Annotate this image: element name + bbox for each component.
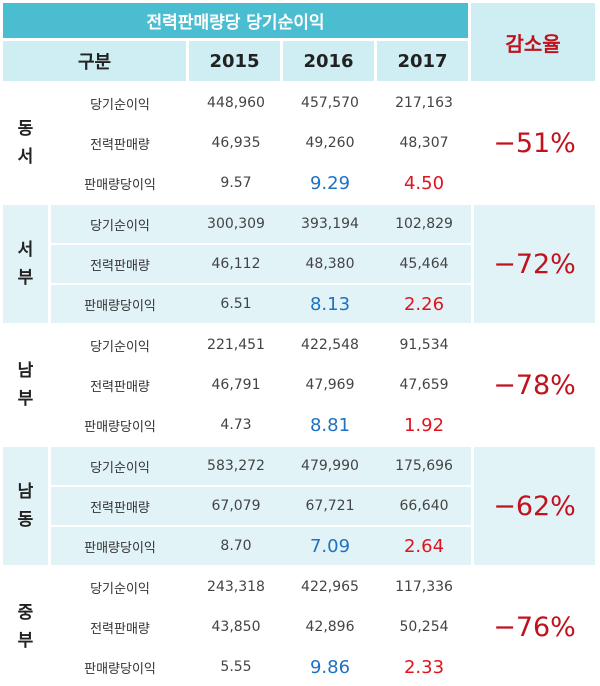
row-label: 전력판매량 — [51, 122, 189, 162]
value-2016: 457,570 — [283, 81, 377, 122]
value-2015: 5.55 — [189, 646, 283, 686]
value-2015: 9.57 — [189, 162, 283, 202]
value-2017: 1.92 — [377, 404, 472, 444]
value-2017: 2.64 — [377, 525, 472, 565]
group-header: 구분 — [3, 38, 189, 81]
value-2015: 583,272 — [189, 444, 283, 485]
value-2016: 42,896 — [283, 606, 377, 646]
value-2016: 422,965 — [283, 565, 377, 606]
value-2016: 8.13 — [283, 283, 377, 323]
value-2015: 43,850 — [189, 606, 283, 646]
table-row: 판매량당이익 8.70 7.09 2.64 — [3, 525, 595, 565]
row-label: 당기순이익 — [51, 202, 189, 243]
year-header-2016: 2016 — [283, 38, 377, 81]
row-label: 전력판매량 — [51, 243, 189, 283]
table-row: 전력판매량 67,079 67,721 66,640 — [3, 485, 595, 525]
table-row: 판매량당이익 4.73 8.81 1.92 — [3, 404, 595, 444]
row-label: 판매량당이익 — [51, 283, 189, 323]
value-2015: 221,451 — [189, 323, 283, 364]
row-label: 당기순이익 — [51, 81, 189, 122]
row-label: 판매량당이익 — [51, 162, 189, 202]
row-label: 당기순이익 — [51, 323, 189, 364]
value-2017: 47,659 — [377, 364, 472, 404]
row-label: 판매량당이익 — [51, 525, 189, 565]
table-row: 서 부 당기순이익 300,309 393,194 102,829 −72% — [3, 202, 596, 323]
value-2015: 243,318 — [189, 565, 283, 606]
row-label: 전력판매량 — [51, 364, 189, 404]
decrease-rate: −72% — [471, 202, 596, 323]
value-2017: 66,640 — [377, 485, 472, 525]
value-2017: 91,534 — [377, 323, 472, 364]
row-label: 당기순이익 — [51, 444, 189, 485]
decrease-rate: −62% — [471, 444, 596, 565]
table-row: 남 동 당기순이익 583,272 479,990 175,696 −62% — [3, 444, 596, 565]
row-label: 전력판매량 — [51, 485, 189, 525]
table-row: 판매량당이익 6.51 8.13 2.26 — [3, 283, 595, 323]
decrease-rate: −76% — [471, 565, 596, 686]
table-title: 전력판매량당 당기순이익 — [3, 3, 472, 38]
table-row: 남 부 당기순이익 221,451 422,548 91,534 −78% — [3, 323, 596, 444]
value-2017: 217,163 — [377, 81, 472, 122]
value-2015: 6.51 — [189, 283, 283, 323]
profit-table: 전력판매량당 당기순이익 감소율 구분 2015 2016 2017 동 서 당기순… — [3, 3, 596, 686]
value-2015: 8.70 — [189, 525, 283, 565]
value-2015: 448,960 — [189, 81, 283, 122]
value-2016: 393,194 — [283, 202, 377, 243]
value-2016: 47,969 — [283, 364, 377, 404]
row-label: 당기순이익 — [51, 565, 189, 606]
decrease-header: 감소율 — [471, 3, 596, 81]
value-2016: 9.29 — [283, 162, 377, 202]
value-2017: 45,464 — [377, 243, 472, 283]
value-2017: 48,307 — [377, 122, 472, 162]
value-2015: 67,079 — [189, 485, 283, 525]
table-body: 동 서 당기순이익 448,960 457,570 217,163 −51% 전력판매량 46,… — [3, 81, 596, 686]
value-2015: 46,112 — [189, 243, 283, 283]
table-row: 전력판매량 46,935 49,260 48,307 — [3, 122, 595, 162]
value-2017: 175,696 — [377, 444, 472, 485]
row-label: 판매량당이익 — [51, 404, 189, 444]
value-2016: 48,380 — [283, 243, 377, 283]
value-2016: 422,548 — [283, 323, 377, 364]
year-header-2017: 2017 — [377, 38, 472, 81]
value-2017: 2.33 — [377, 646, 472, 686]
value-2017: 50,254 — [377, 606, 472, 646]
value-2015: 4.73 — [189, 404, 283, 444]
value-2017: 117,336 — [377, 565, 472, 606]
value-2015: 46,935 — [189, 122, 283, 162]
value-2016: 7.09 — [283, 525, 377, 565]
value-2016: 479,990 — [283, 444, 377, 485]
decrease-rate: −51% — [471, 81, 596, 202]
table-row: 전력판매량 46,112 48,380 45,464 — [3, 243, 595, 283]
table-row: 전력판매량 46,791 47,969 47,659 — [3, 364, 595, 404]
value-2016: 9.86 — [283, 646, 377, 686]
value-2016: 67,721 — [283, 485, 377, 525]
value-2017: 2.26 — [377, 283, 472, 323]
table-row: 중 부 당기순이익 243,318 422,965 117,336 −76% — [3, 565, 596, 686]
value-2015: 300,309 — [189, 202, 283, 243]
row-label: 판매량당이익 — [51, 646, 189, 686]
value-2016: 49,260 — [283, 122, 377, 162]
year-header-2015: 2015 — [189, 38, 283, 81]
value-2017: 102,829 — [377, 202, 472, 243]
row-label: 전력판매량 — [51, 606, 189, 646]
decrease-rate: −78% — [471, 323, 596, 444]
value-2015: 46,791 — [189, 364, 283, 404]
value-2016: 8.81 — [283, 404, 377, 444]
table-row: 전력판매량 43,850 42,896 50,254 — [3, 606, 595, 646]
table-row: 동 서 당기순이익 448,960 457,570 217,163 −51% — [3, 81, 596, 202]
profit-table-container: 전력판매량당 당기순이익 감소율 구분 2015 2016 2017 동 서 당기순… — [3, 3, 596, 686]
value-2017: 4.50 — [377, 162, 472, 202]
table-row: 판매량당이익 9.57 9.29 4.50 — [3, 162, 595, 202]
